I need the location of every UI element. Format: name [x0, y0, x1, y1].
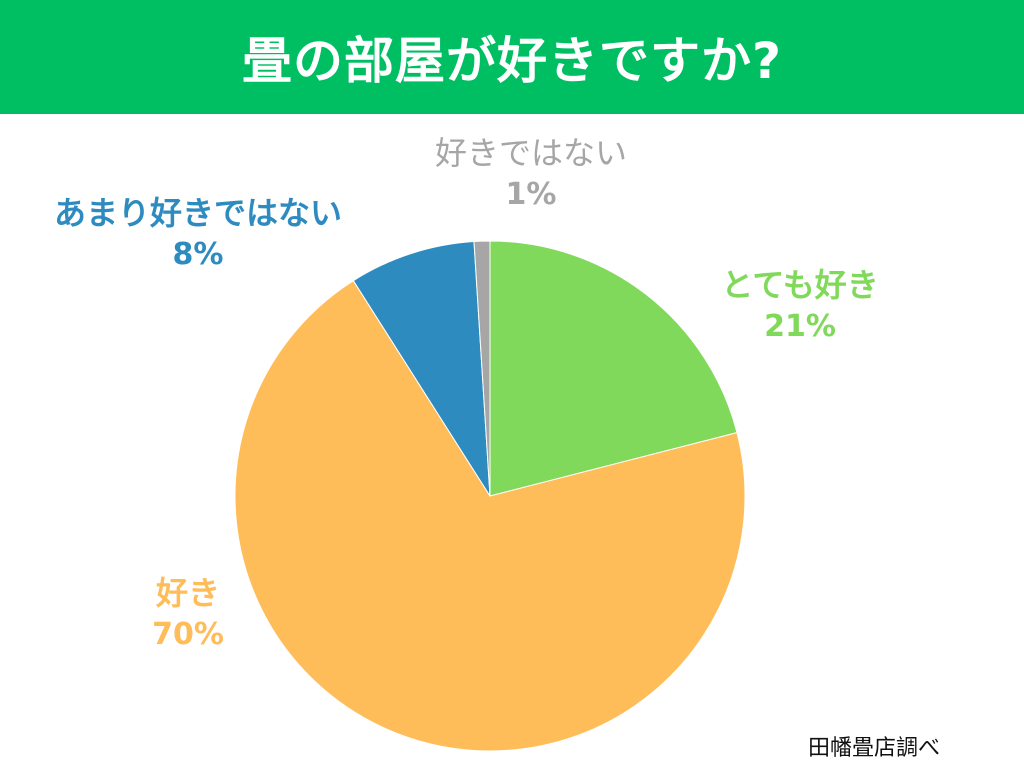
- slice-name-not-really: あまり好きではない: [53, 194, 343, 232]
- page-title: 畳の部屋が好きですか?: [241, 32, 782, 90]
- slice-name-like: 好き: [155, 574, 220, 612]
- slice-label-like: 好き 70%: [152, 572, 224, 656]
- slice-label-dislike: 好きではない 1%: [435, 132, 627, 216]
- slice-name-dislike: 好きではない: [434, 134, 628, 172]
- slice-percent-dislike: 1%: [505, 177, 557, 213]
- pie-chart: [234, 240, 746, 752]
- slice-name-very-like: とても好き: [721, 266, 879, 304]
- pie-slice-dislike: [473, 240, 491, 497]
- slice-label-very-like: とても好き 21%: [721, 264, 878, 348]
- slice-percent-very-like: 21%: [764, 309, 836, 345]
- pie-slice-like: [234, 280, 746, 752]
- title-bar: 畳の部屋が好きですか?: [0, 0, 1024, 114]
- pie-slice-very-like: [489, 240, 738, 497]
- source-note: 田幡畳店調べ: [807, 736, 940, 761]
- slice-label-not-really: あまり好きではない 8%: [54, 192, 342, 276]
- slice-percent-like: 70%: [152, 617, 224, 653]
- slice-percent-not-really: 8%: [172, 237, 224, 273]
- pie-chart-area: とても好き 21% 好き 70% あまり好きではない 8% 好きではない 1%: [0, 114, 1024, 768]
- pie-slice-not-really: [352, 240, 491, 497]
